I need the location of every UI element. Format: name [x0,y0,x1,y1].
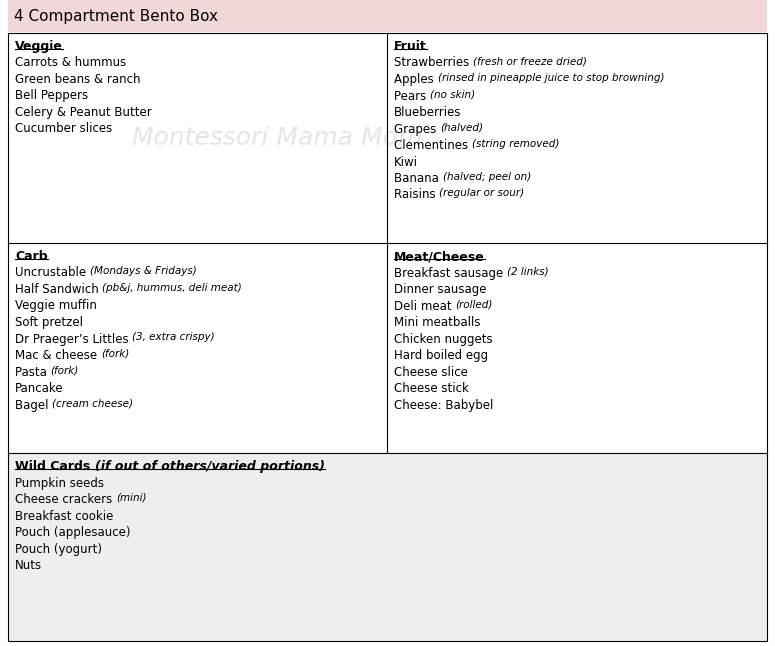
Text: Cucumber slices: Cucumber slices [15,123,112,136]
Text: (3, extra crispy): (3, extra crispy) [133,333,215,342]
Text: (fork): (fork) [101,349,129,359]
Text: Fruit: Fruit [394,40,427,53]
Text: (mini): (mini) [116,493,146,503]
Text: Veggie muffin: Veggie muffin [15,300,97,313]
Text: Cheese: Babybel: Cheese: Babybel [394,399,494,412]
Text: Mac & cheese: Mac & cheese [15,349,101,362]
Text: Breakfast cookie: Breakfast cookie [15,510,113,523]
Text: (halved): (halved) [440,123,483,132]
Text: Celery & Peanut Butter: Celery & Peanut Butter [15,106,152,119]
Text: Chicken nuggets: Chicken nuggets [394,333,493,346]
Text: Banana: Banana [394,172,443,185]
Text: Bell Peppers: Bell Peppers [15,90,88,103]
Text: Pouch (applesauce): Pouch (applesauce) [15,526,130,539]
Text: Cheese slice: Cheese slice [394,366,468,379]
Text: Strawberries: Strawberries [394,56,473,70]
Text: Green beans & ranch: Green beans & ranch [15,73,140,86]
Text: Deli meat: Deli meat [394,300,456,313]
Text: (cream cheese): (cream cheese) [52,399,133,408]
Text: Blueberries: Blueberries [394,106,461,119]
Text: (fork): (fork) [50,366,79,375]
Bar [8,0,767,32]
Text: Grapes: Grapes [394,123,440,136]
Bar [8,243,387,453]
Text: Dinner sausage: Dinner sausage [394,283,487,296]
Text: (no skin): (no skin) [430,90,475,99]
Text: (halved; peel on): (halved; peel on) [443,172,531,182]
Text: (Mondays & Fridays): (Mondays & Fridays) [90,267,197,276]
Text: Half Sandwich: Half Sandwich [15,283,102,296]
Bar [387,243,767,453]
Text: Dr Praeger’s Littles: Dr Praeger’s Littles [15,333,133,346]
Text: Pouch (yogurt): Pouch (yogurt) [15,543,102,556]
Text: Kiwi: Kiwi [394,156,418,169]
Text: Carb: Carb [15,250,47,263]
Text: (if out of others/varied portions): (if out of others/varied portions) [95,460,325,473]
Text: Montessori Mama Mom: Montessori Mama Mom [133,126,422,150]
Text: Hard boiled egg: Hard boiled egg [394,349,488,362]
Text: (fresh or freeze dried): (fresh or freeze dried) [473,56,587,67]
Text: Breakfast sausage: Breakfast sausage [394,267,507,280]
Text: Uncrustable: Uncrustable [15,267,90,280]
Text: Carrots & hummus: Carrots & hummus [15,56,126,70]
Text: Apples: Apples [394,73,438,86]
Bar [8,33,387,243]
Text: Nuts: Nuts [15,559,42,572]
Text: 4 Compartment Bento Box: 4 Compartment Bento Box [14,8,218,23]
Text: Soft pretzel: Soft pretzel [15,316,83,329]
Text: Cheese stick: Cheese stick [394,382,469,395]
Text: Meat/Cheese: Meat/Cheese [394,250,484,263]
Text: (regular or sour): (regular or sour) [439,189,525,198]
Text: Cheese crackers: Cheese crackers [15,493,116,506]
Text: (2 links): (2 links) [507,267,549,276]
Text: Clementines: Clementines [394,139,472,152]
Bar [8,453,767,641]
Text: Pumpkin seeds: Pumpkin seeds [15,477,104,490]
Text: Pears: Pears [394,90,430,103]
Text: Wild Cards: Wild Cards [15,460,95,473]
Text: Mini meatballs: Mini meatballs [394,316,480,329]
Text: (rinsed in pineapple juice to stop browning): (rinsed in pineapple juice to stop brown… [438,73,664,83]
Text: Bagel: Bagel [15,399,52,412]
Text: Pancake: Pancake [15,382,64,395]
Text: Raisins: Raisins [394,189,439,202]
Text: Veggie: Veggie [15,40,63,53]
Text: (rolled): (rolled) [456,300,493,309]
Text: (string removed): (string removed) [472,139,560,149]
Text: Pasta: Pasta [15,366,50,379]
Text: (pb&j, hummus, deli meat): (pb&j, hummus, deli meat) [102,283,243,293]
Bar [387,33,767,243]
